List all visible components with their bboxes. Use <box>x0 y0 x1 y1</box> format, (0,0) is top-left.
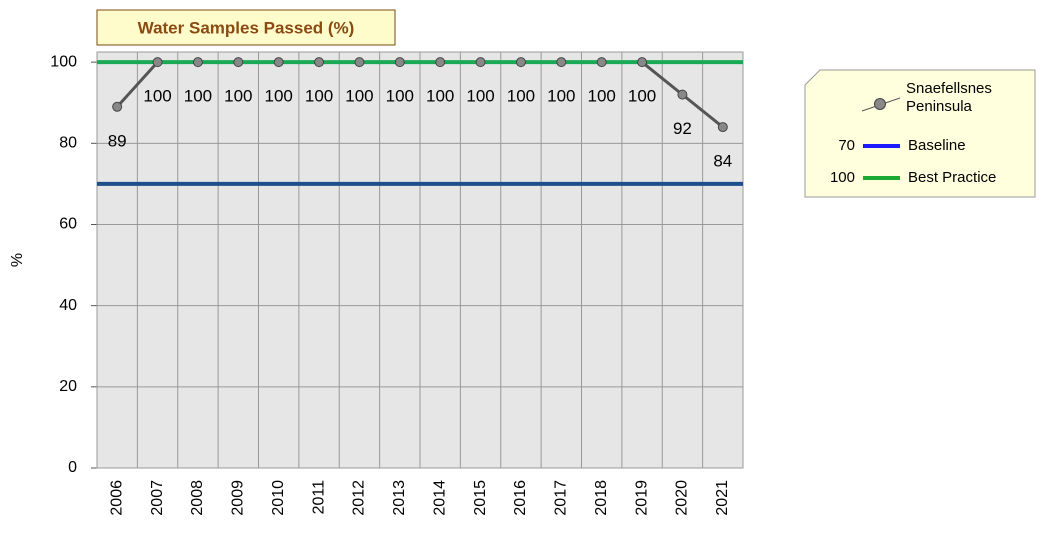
legend-label: Best Practice <box>908 169 996 186</box>
legend-box <box>804 69 1036 198</box>
x-tick-label: 2009 <box>230 480 247 516</box>
data-label: 100 <box>547 87 575 106</box>
legend-value: 100 <box>830 169 855 186</box>
data-point <box>273 57 284 68</box>
x-tick-label: 2015 <box>472 480 489 516</box>
y-tick-label: 0 <box>68 459 77 476</box>
x-tick-label: 2010 <box>270 480 287 516</box>
data-label: 100 <box>345 87 373 106</box>
data-label: 100 <box>184 87 212 106</box>
data-point <box>556 57 567 68</box>
x-tick-label: 2013 <box>391 480 408 516</box>
data-label: 100 <box>507 87 535 106</box>
data-point <box>314 57 325 68</box>
data-label: 100 <box>588 87 616 106</box>
data-point <box>152 57 163 68</box>
x-tick-label: 2017 <box>553 480 570 516</box>
legend-series: Snaefellsnes Peninsula <box>906 80 992 115</box>
data-label: 100 <box>386 87 414 106</box>
data-point <box>192 57 203 68</box>
data-point <box>596 57 607 68</box>
x-tick-label: 2018 <box>593 480 610 516</box>
x-tick-label: 2007 <box>149 480 166 516</box>
y-tick-label: 100 <box>50 53 77 70</box>
y-tick-label: 40 <box>59 297 77 314</box>
data-label: 100 <box>466 87 494 106</box>
data-label: 100 <box>426 87 454 106</box>
y-tick-label: 80 <box>59 135 77 152</box>
x-tick-label: 2012 <box>351 480 368 516</box>
data-point <box>637 57 648 68</box>
data-point <box>112 101 123 112</box>
data-label: 100 <box>265 87 293 106</box>
data-point <box>717 122 728 133</box>
data-point <box>233 57 244 68</box>
data-label: 100 <box>224 87 252 106</box>
y-axis-label: % <box>9 253 26 267</box>
data-point <box>475 57 486 68</box>
y-tick-label: 60 <box>59 216 77 233</box>
legend-label: Snaefellsnes Peninsula <box>906 80 992 115</box>
data-point <box>435 57 446 68</box>
legend-label: Baseline <box>908 137 966 154</box>
title-box <box>96 9 396 46</box>
legend-marker <box>874 98 886 110</box>
chart-title: Water Samples Passed (%) <box>138 18 355 37</box>
x-tick-label: 2011 <box>310 480 327 515</box>
data-label: 92 <box>673 119 692 138</box>
data-label: 84 <box>713 152 732 171</box>
data-label: 100 <box>305 87 333 106</box>
x-tick-label: 2016 <box>512 480 529 516</box>
x-tick-label: 2020 <box>674 480 691 516</box>
data-point <box>677 89 688 100</box>
data-label: 100 <box>143 87 171 106</box>
x-tick-label: 2008 <box>189 480 206 516</box>
x-tick-label: 2019 <box>633 480 650 516</box>
data-point <box>394 57 405 68</box>
x-tick-label: 2006 <box>108 480 125 516</box>
x-tick-label: 2021 <box>714 480 731 516</box>
data-label: 100 <box>628 87 656 106</box>
data-point <box>515 57 526 68</box>
plot-border <box>96 51 744 469</box>
legend-value: 70 <box>838 137 855 154</box>
data-label: 89 <box>108 131 127 150</box>
data-point <box>354 57 365 68</box>
y-tick-label: 20 <box>59 378 77 395</box>
x-tick-label: 2014 <box>431 480 448 516</box>
